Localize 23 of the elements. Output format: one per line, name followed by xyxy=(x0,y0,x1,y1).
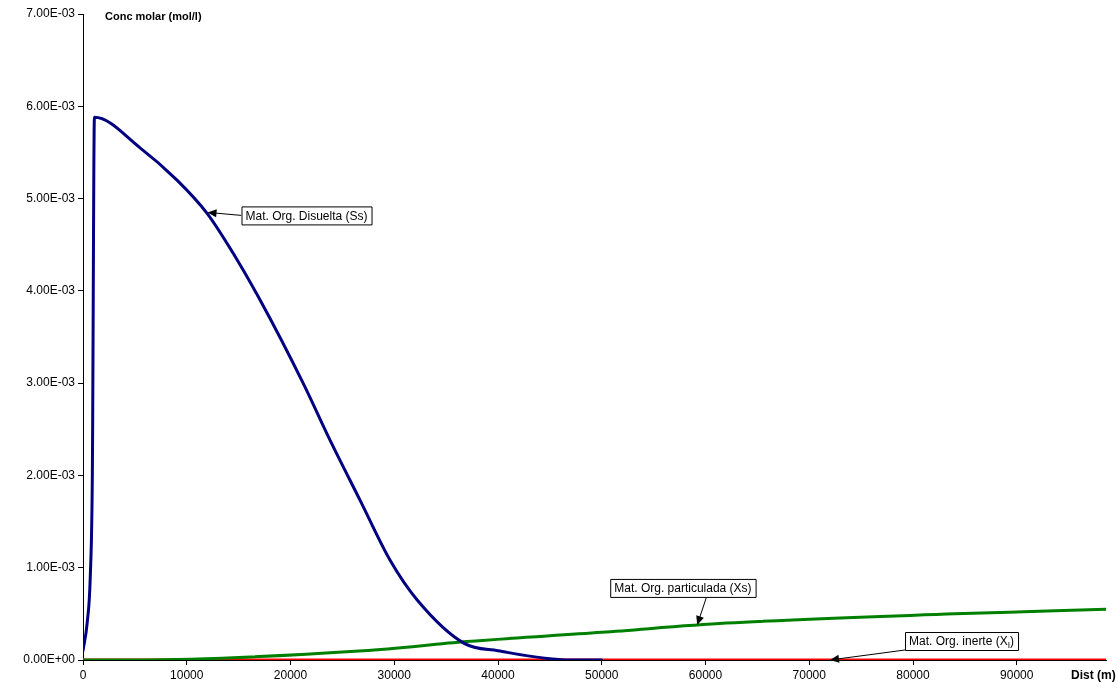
y-tick-label: 7.00E-03 xyxy=(26,6,76,21)
x-tick-label: 90000 xyxy=(1000,667,1034,682)
x-tick-label: 10000 xyxy=(170,667,204,682)
line-series xyxy=(83,115,604,660)
y-tick-label: 5.00E-03 xyxy=(26,190,76,205)
y-tick-label: 2.00E-03 xyxy=(26,467,76,482)
x-tick-label: 80000 xyxy=(896,667,931,682)
x-tick-label: 30000 xyxy=(377,667,412,682)
annotation: Mat. Org. Disuelta (Ss) xyxy=(245,208,368,223)
x-tick-label: 20000 xyxy=(273,667,308,682)
y-tick-label: 4.00E-03 xyxy=(26,283,76,298)
y-tick-label: 6.00E-03 xyxy=(26,98,76,113)
x-axis-title: Dist (m) xyxy=(1071,668,1116,683)
x-tick-label: 60000 xyxy=(688,667,723,682)
annotation: Mat. Org. particulada (Xs) xyxy=(614,581,752,596)
x-tick-label: 40000 xyxy=(481,667,516,682)
y-tick-label: 0.00E+00 xyxy=(23,652,76,667)
x-tick-label: 70000 xyxy=(792,667,827,682)
y-tick-label: 1.00E-03 xyxy=(26,560,76,575)
x-tick-label: 50000 xyxy=(585,667,619,682)
y-axis-title: Conc molar (mol/l) xyxy=(105,10,202,23)
y-tick-label: 3.00E-03 xyxy=(26,375,76,390)
x-tick-label: 0 xyxy=(79,667,87,682)
